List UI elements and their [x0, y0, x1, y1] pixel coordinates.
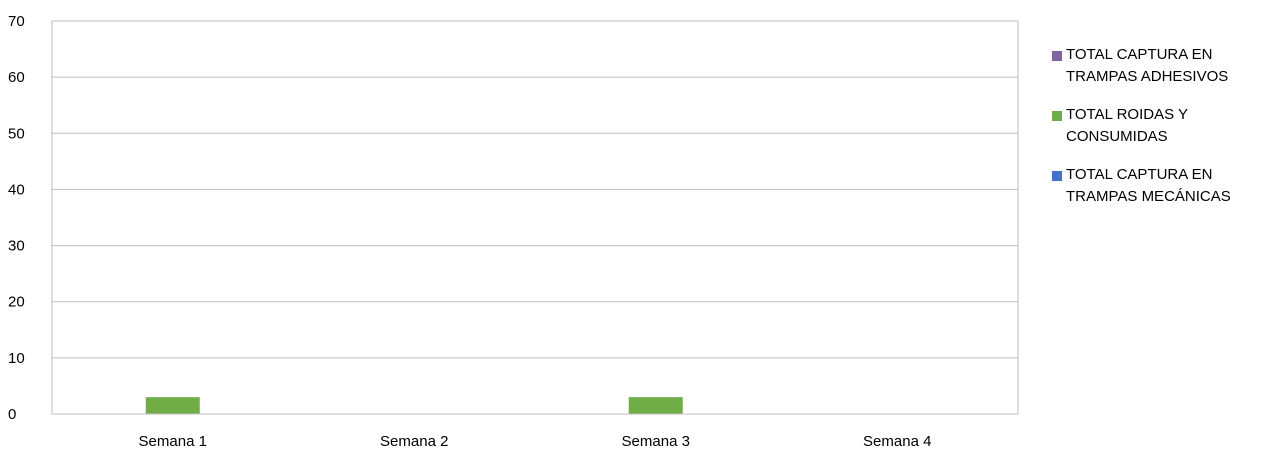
- x-axis-ticks: Semana 1 Semana 2 Semana 3 Semana 4: [139, 433, 932, 450]
- bars: [145, 397, 683, 414]
- y-tick-label: 40: [8, 181, 25, 198]
- plot-area-border: [51, 20, 1019, 415]
- legend-swatch-roidas: [1052, 111, 1062, 121]
- x-tick-label: Semana 1: [139, 433, 207, 450]
- y-axis-ticks: 0 10 20 30 40 50 60 70: [8, 13, 25, 423]
- bar: [628, 397, 683, 414]
- legend-swatch-adhesivos: [1052, 51, 1062, 61]
- legend-label-roidas: TOTAL ROIDAS Y CONSUMIDAS: [1066, 106, 1188, 145]
- y-tick-label: 50: [8, 125, 25, 142]
- y-tick-label: 70: [8, 13, 25, 30]
- y-tick-label: 60: [8, 69, 25, 86]
- y-tick-label: 20: [8, 294, 25, 311]
- y-tick-label: 0: [8, 406, 16, 423]
- x-tick-label: Semana 3: [622, 433, 690, 450]
- legend-item-mecanicas: TOTAL CAPTURA EN TRAMPAS MECÁNICAS: [1050, 164, 1265, 208]
- legend-item-adhesivos: TOTAL CAPTURA EN TRAMPAS ADHESIVOS: [1050, 44, 1265, 88]
- legend-label-mecanicas: TOTAL CAPTURA EN TRAMPAS MECÁNICAS: [1066, 166, 1231, 205]
- gridlines: [52, 76, 1018, 359]
- bar: [145, 397, 200, 414]
- y-tick-label: 30: [8, 238, 25, 255]
- x-tick-label: Semana 4: [863, 433, 931, 450]
- legend-item-roidas: TOTAL ROIDAS Y CONSUMIDAS: [1050, 104, 1265, 148]
- y-tick-label: 10: [8, 350, 25, 367]
- legend-label-adhesivos: TOTAL CAPTURA EN TRAMPAS ADHESIVOS: [1066, 46, 1229, 85]
- legend-swatch-mecanicas: [1052, 171, 1062, 181]
- legend: TOTAL CAPTURA EN TRAMPAS ADHESIVOS TOTAL…: [1050, 44, 1265, 224]
- x-tick-label: Semana 2: [380, 433, 448, 450]
